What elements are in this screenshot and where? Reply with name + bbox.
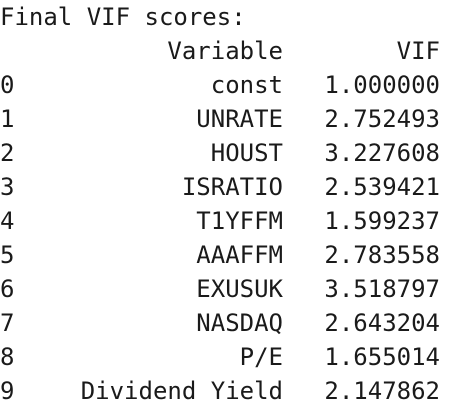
row-variable: ISRATIO — [62, 170, 283, 204]
row-variable: NASDAQ — [62, 306, 283, 340]
table-row: 1 UNRATE 2.752493 — [0, 102, 440, 136]
table-row: 2 HOUST 3.227608 — [0, 136, 440, 170]
row-variable: P/E — [62, 340, 283, 374]
row-variable: HOUST — [62, 136, 283, 170]
row-vif: 1.599237 — [283, 204, 440, 238]
row-vif: 2.783558 — [283, 238, 440, 272]
vif-table: Variable VIF 0 const 1.000000 1 UNRATE 2… — [0, 34, 440, 408]
row-variable: UNRATE — [62, 102, 283, 136]
row-index: 3 — [0, 170, 62, 204]
table-row: 8 P/E 1.655014 — [0, 340, 440, 374]
table-row: 9 Dividend Yield 2.147862 — [0, 374, 440, 408]
output-title: Final VIF scores: — [0, 0, 246, 34]
row-index: 0 — [0, 68, 62, 102]
row-vif: 3.518797 — [283, 272, 440, 306]
row-index: 9 — [0, 374, 62, 408]
row-index: 4 — [0, 204, 62, 238]
table-row: 7 NASDAQ 2.643204 — [0, 306, 440, 340]
table-row: 0 const 1.000000 — [0, 68, 440, 102]
vif-header: VIF — [283, 34, 440, 68]
row-variable: AAAFFM — [62, 238, 283, 272]
variable-header: Variable — [62, 34, 283, 68]
row-index: 1 — [0, 102, 62, 136]
row-index: 7 — [0, 306, 62, 340]
row-index: 8 — [0, 340, 62, 374]
index-header — [0, 34, 62, 68]
row-vif: 2.539421 — [283, 170, 440, 204]
table-header-row: Variable VIF — [0, 34, 440, 68]
row-vif: 2.752493 — [283, 102, 440, 136]
row-vif: 2.643204 — [283, 306, 440, 340]
row-vif: 3.227608 — [283, 136, 440, 170]
row-index: 2 — [0, 136, 62, 170]
table-row: 4 T1YFFM 1.599237 — [0, 204, 440, 238]
table-row: 3 ISRATIO 2.539421 — [0, 170, 440, 204]
table-row: 6 EXUSUK 3.518797 — [0, 272, 440, 306]
row-variable: const — [62, 68, 283, 102]
row-vif: 2.147862 — [283, 374, 440, 408]
row-vif: 1.000000 — [283, 68, 440, 102]
row-index: 5 — [0, 238, 62, 272]
row-variable: Dividend Yield — [62, 374, 283, 408]
row-variable: EXUSUK — [62, 272, 283, 306]
table-row: 5 AAAFFM 2.783558 — [0, 238, 440, 272]
row-index: 6 — [0, 272, 62, 306]
row-vif: 1.655014 — [283, 340, 440, 374]
row-variable: T1YFFM — [62, 204, 283, 238]
